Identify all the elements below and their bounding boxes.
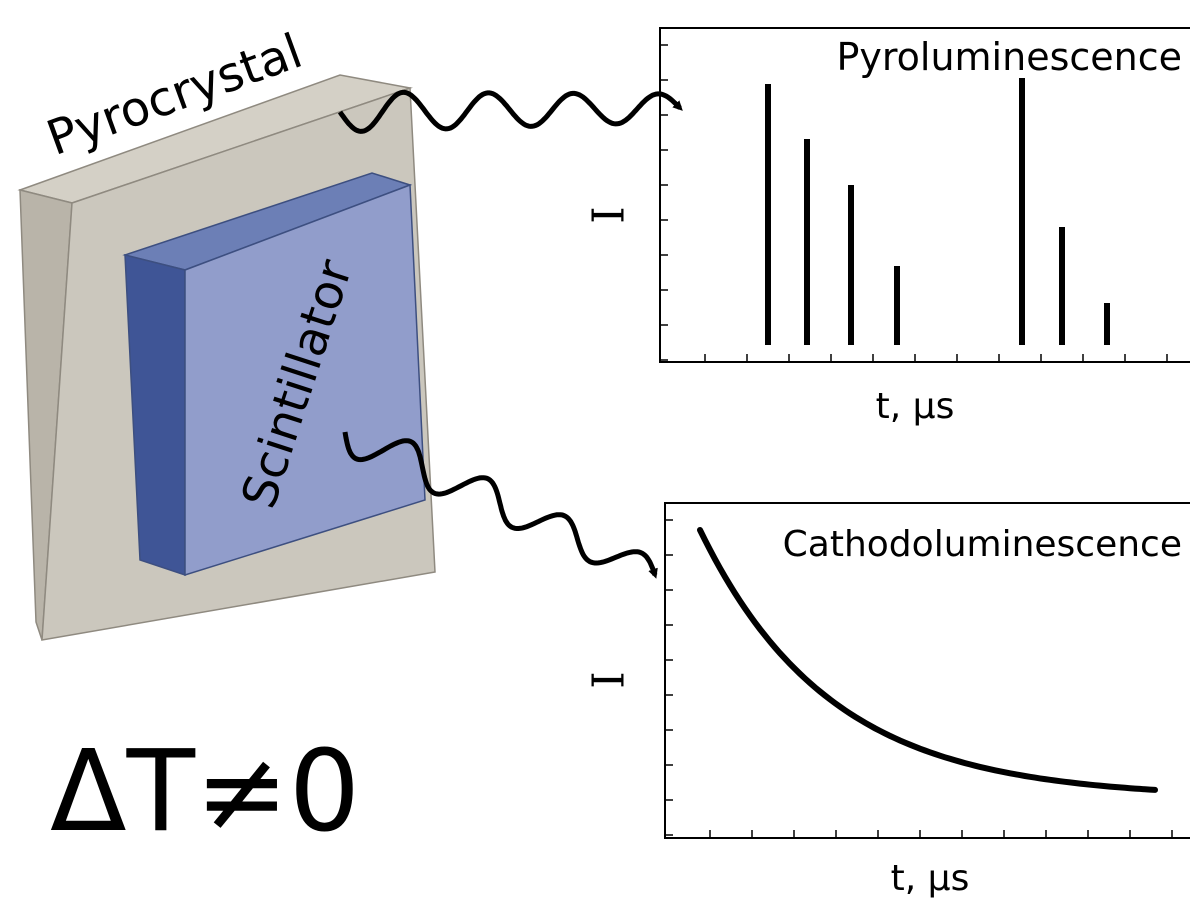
ticks — [660, 44, 1168, 362]
y-axis-label: I — [584, 206, 635, 223]
plot-frame — [659, 27, 1190, 363]
x-axis-label: t, μs — [876, 386, 955, 427]
scintillator-block — [122, 172, 426, 577]
condition-label: ΔT≠0 — [50, 727, 360, 857]
decay-curve — [697, 527, 1158, 793]
pulses — [765, 78, 1110, 345]
wave-arrow — [342, 431, 658, 579]
y-axis-label: I — [584, 671, 635, 688]
plot-title: Pyroluminescence — [836, 35, 1182, 79]
plot-frame — [664, 502, 1190, 839]
bottom-plot: Cathodoluminescence I t, μs — [584, 502, 1190, 899]
wave-arrow — [337, 89, 683, 134]
top-plot: Pyroluminescence I t, μs — [584, 27, 1190, 427]
ticks — [665, 519, 1173, 838]
x-axis-label: t, μs — [891, 858, 970, 899]
plot-title: Cathodoluminescence — [783, 524, 1182, 565]
